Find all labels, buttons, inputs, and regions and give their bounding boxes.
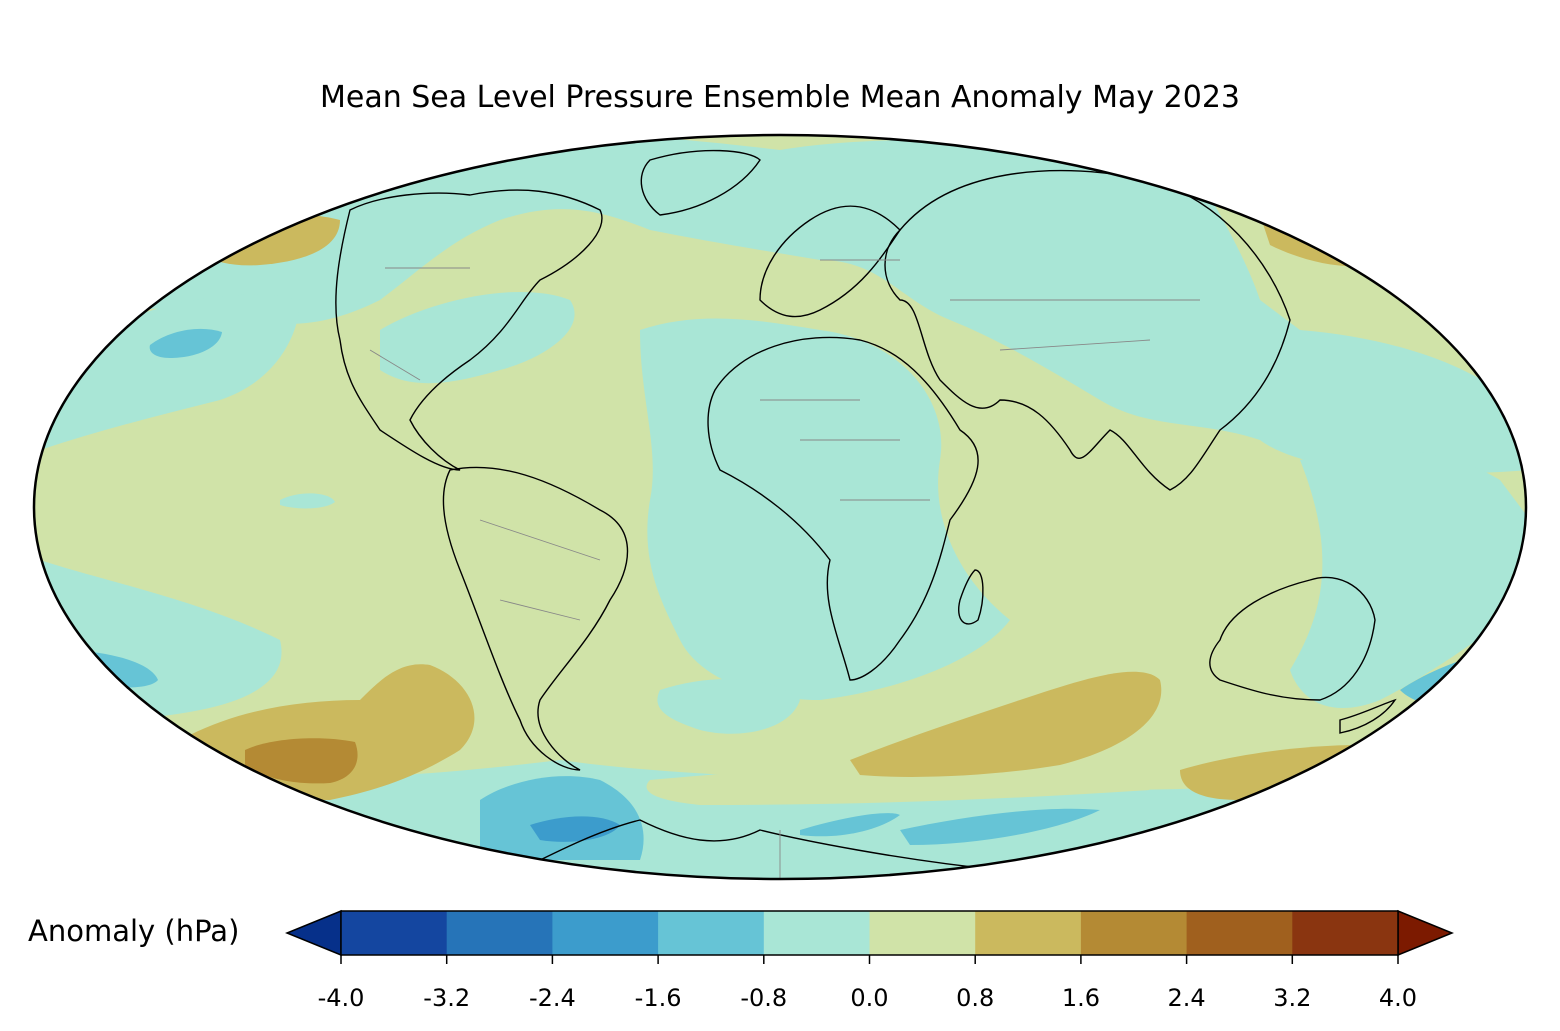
neg-region-namerica <box>380 291 575 384</box>
neg-region-atlantic-africa <box>640 318 1010 700</box>
colorbar-tick-label: -4.0 <box>318 984 365 1012</box>
south-america-coast <box>442 466 629 771</box>
neg-region-south-atlantic <box>657 679 800 734</box>
pos-region-south-pacific-e <box>1180 745 1360 800</box>
colorbar-tick-label: -0.8 <box>740 984 787 1012</box>
greenland-coast <box>640 149 761 216</box>
colorbar-tick-label: -2.4 <box>529 984 576 1012</box>
colorbar-bin <box>1080 911 1188 955</box>
neg2-region-pacific <box>149 328 222 358</box>
colorbar-bin <box>869 911 976 955</box>
colorbar-tick-label: -3.2 <box>423 984 470 1012</box>
north-america-coast <box>335 189 603 471</box>
colorbar-tick-label: 3.2 <box>1273 984 1311 1012</box>
colorbar-bin <box>763 911 870 955</box>
colorbar-tick-label: 4.0 <box>1379 984 1417 1012</box>
australia-coast <box>1209 576 1376 701</box>
neg2-region-antarctic-2 <box>800 813 900 837</box>
pos-region-strong <box>245 738 358 784</box>
antarctica-coast <box>519 819 1001 879</box>
madagascar-coast <box>958 569 984 625</box>
neg3-region-antarctic <box>530 816 620 842</box>
new-zealand-coast <box>1339 698 1397 734</box>
colorbar-tick-label: -1.6 <box>635 984 682 1012</box>
neg-region-north <box>40 135 1526 474</box>
neg-small-pacific <box>280 493 335 509</box>
pos-region-indian-south <box>850 671 1162 777</box>
neg-region-indian-aus <box>1290 449 1526 708</box>
colorbar-tick-label: 0.0 <box>850 984 888 1012</box>
colorbar-tick-label: 1.6 <box>1062 984 1100 1012</box>
colorbar-bin <box>552 911 659 955</box>
africa-coast <box>707 336 979 681</box>
colorbar-bin <box>341 911 448 955</box>
colorbar-bin <box>1292 911 1399 955</box>
country-borders <box>369 259 1200 879</box>
colorbar-bin <box>1186 911 1293 955</box>
colorbar-bin <box>658 911 765 955</box>
map-title: Mean Sea Level Pressure Ensemble Mean An… <box>319 80 1240 115</box>
colorbar-tick-label: 0.8 <box>956 984 994 1012</box>
colorbar-label: Anomaly (hPa) <box>28 914 240 948</box>
colorbar-bin <box>446 911 553 955</box>
coastlines <box>335 149 1397 879</box>
colorbar-tick-label: 2.4 <box>1168 984 1206 1012</box>
colorbar-over-triangle <box>1397 909 1454 957</box>
neg2-region-antarctic-3 <box>900 808 1100 845</box>
colorbar-bin <box>975 911 1082 955</box>
colorbar-under-triangle <box>285 909 342 957</box>
map-boundary <box>32 133 1528 881</box>
